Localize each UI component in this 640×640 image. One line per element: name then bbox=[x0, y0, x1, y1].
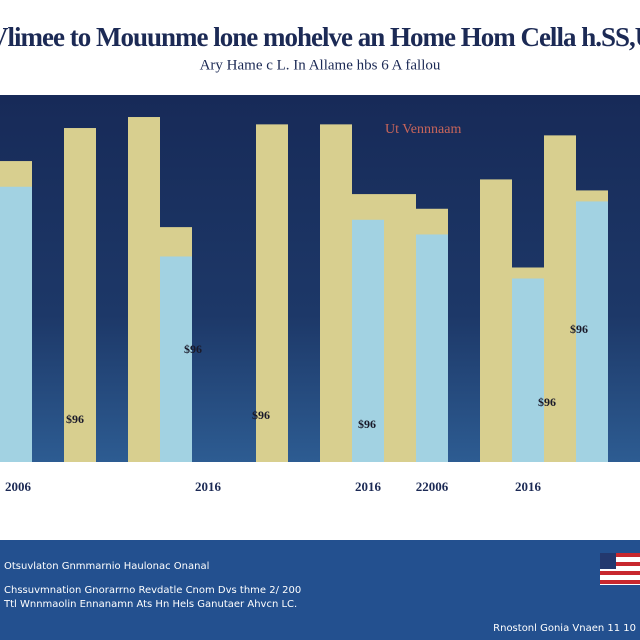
x-tick-label: 2016 bbox=[195, 479, 222, 494]
footer-band bbox=[0, 540, 640, 640]
chart-subtitle: Ary Hame c L. In Allame hbs 6 A fallou bbox=[200, 57, 441, 73]
bar bbox=[512, 278, 544, 462]
bar bbox=[416, 234, 448, 462]
bar bbox=[384, 194, 416, 462]
footer-line: Otsuvlaton Gnmmarnio Haulonac Onanal bbox=[4, 561, 209, 572]
x-tick-label: 2016 bbox=[355, 479, 382, 494]
data-label: $96 bbox=[252, 408, 270, 422]
footer-source: Rnostonl Gonia Vnaen 11 10 bbox=[493, 623, 636, 634]
data-label: $96 bbox=[358, 417, 376, 431]
bar bbox=[128, 117, 160, 463]
footer-line: Ttl Wnnmaolin Ennanamn Ats Hn Hels Ganut… bbox=[3, 599, 297, 610]
footer-line: Chssuvmnation Gnorarrno Revdatle Cnom Dv… bbox=[4, 585, 301, 596]
bar bbox=[64, 128, 96, 462]
data-label: $96 bbox=[538, 395, 556, 409]
bar bbox=[544, 135, 576, 462]
x-tick-label: 2006 bbox=[5, 479, 32, 494]
data-label: $96 bbox=[184, 342, 202, 356]
bar bbox=[320, 124, 352, 463]
legend-text: Ut Vennnaam bbox=[385, 122, 461, 137]
bar bbox=[160, 256, 192, 462]
x-tick-label: 22006 bbox=[416, 479, 449, 494]
bar bbox=[480, 179, 512, 462]
data-label: $96 bbox=[66, 412, 84, 426]
bar bbox=[576, 201, 608, 462]
data-label: $96 bbox=[570, 322, 588, 336]
chart-title: lldan Vlimee to Mouunme lone mohelve an … bbox=[0, 22, 640, 52]
flag bbox=[600, 553, 640, 585]
bar bbox=[256, 124, 288, 463]
bar bbox=[0, 186, 32, 462]
x-tick-label: 2016 bbox=[515, 479, 542, 494]
bar bbox=[352, 219, 384, 462]
